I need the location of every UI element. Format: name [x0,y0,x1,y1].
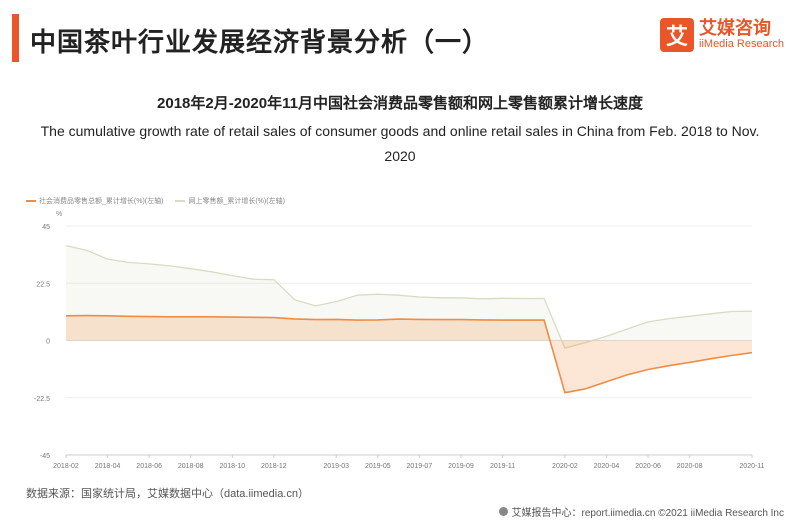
y-axis-unit: % [56,211,63,218]
x-tick-label: 2018-08 [178,463,204,470]
x-tick-label: 2018-04 [95,463,121,470]
footer: 艾媒报告中心：report.iimedia.cn ©2021 iiMedia R… [498,504,784,519]
brand-name: 艾媒咨询 [699,18,772,38]
chart-title-en: The cumulative growth rate of retail sal… [40,123,760,164]
y-tick-label: 0 [46,339,50,346]
copyright-icon [498,507,508,516]
y-tick-label: 45 [42,224,50,231]
legend-label-retail: 社会消费品零售总额_累计增长(%)(左轴) [39,198,164,205]
series-line-0 [65,314,753,394]
x-tick-label: 2020-08 [677,463,703,470]
footer-text: 艾媒报告中心：report.iimedia.cn ©2021 iiMedia R… [511,508,784,519]
legend-swatch-online [175,200,186,202]
x-tick-label: 2019-03 [323,463,349,470]
x-tick-label: 2018-06 [136,463,162,470]
brand-subtitle: iiMedia Research [699,38,784,50]
page-title: 中国茶叶行业发展经济背景分析（一） [30,27,490,57]
chart-legend: 社会消费品零售总额_累计增长(%)(左轴) 网上零售额_累计增长(%)(左轴) [26,196,297,206]
x-tick-label: 2020-11 [739,463,764,470]
x-tick-label: 2019-07 [407,463,433,470]
legend-item-retail[interactable]: 社会消费品零售总额_累计增长(%)(左轴) [26,196,163,206]
brand-text: 艾媒咨询 iiMedia Research [699,19,784,51]
chart-title-cn: 2018年2月-2020年11月中国社会消费品零售额和网上零售额累计增长速度 [157,95,643,112]
x-tick-label: 2018-12 [261,463,287,470]
x-tick-label: 2018-02 [53,463,79,470]
data-source: 数据来源：国家统计局，艾媒数据中心（data.iimedia.cn） [26,488,309,500]
y-tick-label: -45 [40,453,50,460]
y-tick-label: -22.5 [34,396,50,403]
x-tick-label: 2018-10 [219,463,245,470]
x-tick-label: 2019-11 [490,463,515,470]
legend-swatch-retail [26,200,36,202]
series-line-1 [65,244,753,349]
legend-item-online[interactable]: 网上零售额_累计增长(%)(左轴) [175,196,285,206]
x-tick-label: 2020-06 [635,463,661,470]
x-tick-label: 2020-04 [594,463,620,470]
legend-label-online: 网上零售额_累计增长(%)(左轴) [188,198,285,205]
series-area-0 [66,315,752,393]
x-tick-label: 2020-02 [552,463,578,470]
x-tick-label: 2019-09 [448,463,474,470]
y-tick-label: 22.5 [36,281,50,288]
x-tick-label: 2019-05 [365,463,391,470]
title-accent-bar [12,14,19,62]
brand-logo-icon: 艾 [660,18,695,52]
series-area-1 [66,245,752,349]
brand: 艾 艾媒咨询 iiMedia Research [660,18,784,52]
